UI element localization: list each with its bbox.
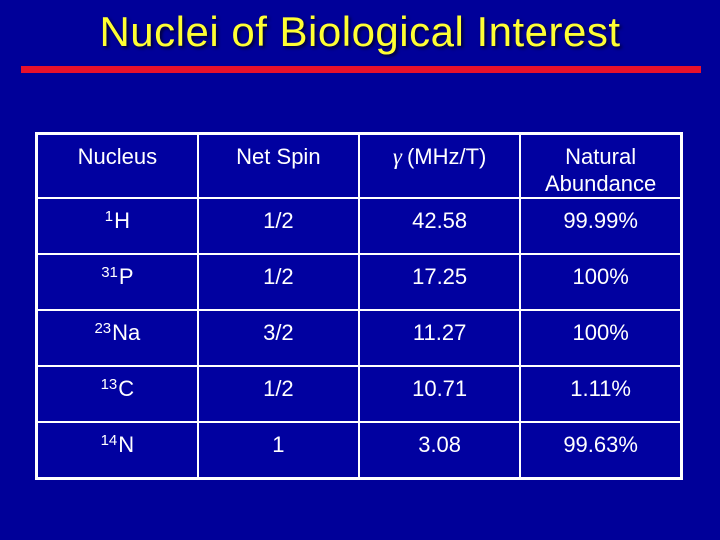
nucleus-cell: 1H [35, 197, 199, 255]
column-header-gamma: γ (MHz/T) [357, 132, 522, 199]
nucleus-cell: 14N [35, 421, 199, 479]
table-row: 1H 1/2 42.58 99.99% [35, 197, 683, 255]
header-row: Nucleus Net Spin γ (MHz/T) Natural Abunda… [35, 132, 683, 199]
abundance-cell: 99.99% [519, 197, 683, 255]
net-spin-cell: 1 [196, 421, 361, 479]
element-symbol: P [118, 264, 134, 289]
nucleus-cell: 23Na [35, 309, 199, 367]
gamma-symbol: γ [392, 144, 402, 169]
mass-number: 23 [94, 320, 112, 337]
element-symbol: N [118, 432, 135, 457]
column-header-natural-abundance: Natural Abundance [519, 132, 683, 199]
table-header: Nucleus Net Spin γ (MHz/T) Natural Abunda… [35, 132, 683, 199]
mass-number: 31 [101, 264, 118, 281]
nucleus-cell: 31P [35, 253, 199, 311]
column-header-nucleus: Nucleus [35, 132, 199, 199]
table-row: 14N 1 3.08 99.63% [35, 421, 683, 479]
mass-number: 14 [100, 432, 118, 449]
nucleus-cell: 13C [35, 365, 199, 423]
net-spin-cell: 3/2 [196, 309, 361, 367]
gamma-cell: 3.08 [357, 421, 522, 479]
gamma-cell: 11.27 [357, 309, 522, 367]
mass-number: 13 [100, 376, 118, 393]
abundance-cell: 100% [519, 309, 683, 367]
abundance-cell: 1.11% [519, 365, 683, 423]
nuclei-table: Nucleus Net Spin γ (MHz/T) Natural Abunda… [35, 132, 683, 480]
element-symbol: C [118, 376, 135, 401]
net-spin-cell: 1/2 [196, 253, 361, 311]
page-title: Nuclei of Biological Interest [99, 8, 621, 55]
mass-number: 1 [104, 208, 114, 225]
table-row: 13C 1/2 10.71 1.11% [35, 365, 683, 423]
element-symbol: Na [112, 320, 141, 345]
net-spin-cell: 1/2 [196, 197, 361, 255]
column-header-net-spin: Net Spin [196, 132, 361, 199]
table-body: 1H 1/2 42.58 99.99% 31P 1/2 17.25 100% 2… [35, 197, 683, 479]
abundance-cell: 100% [519, 253, 683, 311]
table-row: 31P 1/2 17.25 100% [35, 253, 683, 311]
gamma-cell: 10.71 [357, 365, 522, 423]
element-symbol: H [114, 208, 130, 233]
title-underline-rule [21, 66, 701, 73]
gamma-unit-label: (MHz/T) [406, 144, 487, 169]
net-spin-cell: 1/2 [196, 365, 361, 423]
abundance-cell: 99.63% [519, 421, 683, 479]
table-row: 23Na 3/2 11.27 100% [35, 309, 683, 367]
gamma-cell: 42.58 [357, 197, 522, 255]
gamma-cell: 17.25 [357, 253, 522, 311]
